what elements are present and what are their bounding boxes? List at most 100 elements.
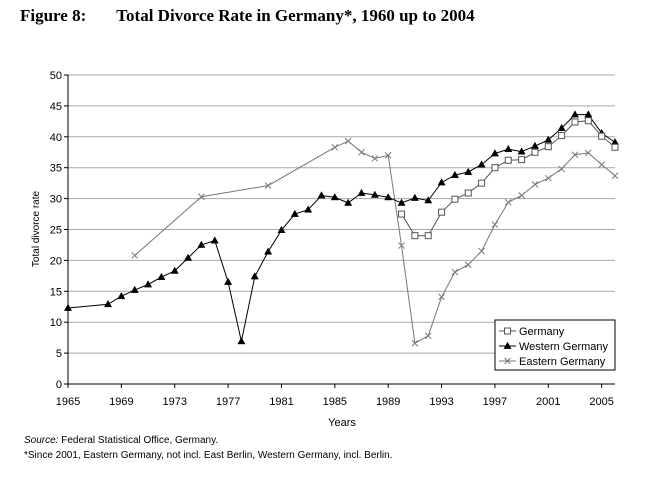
legend: Germany Western Germany Eastern Germany [494,319,616,371]
x-tick-label: 1989 [376,396,400,408]
data-point [464,167,473,175]
data-point [264,182,272,189]
series-eastern-germany [131,137,619,347]
data-point [438,208,446,216]
data-point [478,247,485,255]
data-point [450,170,459,178]
data-point [437,178,446,186]
data-point [518,192,525,199]
data-point [411,232,419,240]
data-point [357,188,366,196]
data-point [611,143,619,151]
data-point [451,268,459,276]
data-point [198,193,205,201]
y-tick-label: 45 [50,101,62,113]
data-point [330,193,339,201]
data-point [371,155,379,162]
data-point [451,195,459,203]
data-point [544,135,553,143]
data-point [144,280,153,288]
data-point [398,210,406,218]
x-tick-label: 1985 [323,396,347,408]
data-point [438,293,445,301]
footnote: *Since 2001, Eastern Germany, not incl. … [24,450,393,461]
data-point [411,339,419,347]
legend-label: Eastern Germany [519,356,606,368]
divorce-rate-chart: 0 5 10 15 20 25 30 35 40 45 50 1965 1969 1973 1977 198… [31,70,620,429]
data-point [130,285,139,293]
x-axis-label: Years [328,417,356,429]
legend-item-eastern-germany: Eastern Germany [499,356,606,368]
data-point [518,156,526,164]
data-point [224,277,233,285]
series-germany [398,117,619,240]
data-point [571,151,579,159]
x-tick-label: 1969 [109,396,133,408]
data-point [304,205,313,213]
y-tick-label: 15 [50,286,62,298]
data-point [491,221,499,228]
y-tick-label: 35 [50,163,62,175]
figure-title: Total Divorce Rate in Germany*, 1960 up … [116,6,475,25]
data-point [170,266,179,274]
data-point [504,198,512,206]
data-point [544,143,552,151]
data-point [131,252,139,259]
data-point [424,332,432,340]
y-tick-label: 0 [56,379,62,391]
x-tick-label: 1981 [269,396,293,408]
data-point [410,193,419,201]
data-point [344,198,353,206]
data-point [358,148,365,156]
data-point [344,137,352,145]
y-tick-label: 10 [50,317,62,329]
data-point [504,156,512,164]
x-tick-label: 1993 [429,396,453,408]
x-tick-label: 1973 [162,396,186,408]
data-point [317,191,326,199]
data-point [370,190,379,198]
data-point [477,160,486,168]
y-tick-label: 5 [56,348,62,360]
legend-label: Germany [519,326,565,338]
source-label: Source: [24,435,59,446]
data-point [397,198,406,206]
legend-box [494,319,616,371]
y-tick-label: 30 [50,194,62,206]
legend-item-western-germany: Western Germany [499,341,609,353]
data-point [424,232,432,240]
data-point [531,148,539,156]
y-tick-label: 40 [50,132,62,144]
data-point [63,303,73,311]
data-point [157,272,166,280]
data-point [197,240,206,248]
source-text: Federal Statistical Office, Germany. [58,435,219,446]
legend-item-germany: Germany [499,326,565,338]
data-point [210,236,219,244]
data-point [384,151,392,159]
data-point [504,144,513,153]
legend-label: Western Germany [519,341,609,353]
data-point [277,225,286,233]
source-note: Source: Federal Statistical Office, Germ… [24,433,393,448]
data-point [530,141,539,149]
grid-lines [68,74,615,354]
data-point [570,110,580,118]
y-tick-labels: 0 5 10 15 20 25 30 35 40 45 50 [50,70,68,391]
data-point [264,247,273,255]
data-point [544,174,552,182]
data-point [558,132,566,140]
data-point [558,165,565,173]
legend-marker [503,341,512,349]
series-line-eastern-germany [134,140,616,344]
data-point [290,209,299,217]
data-point [584,117,592,125]
data-point [611,172,619,180]
series-line-western-germany [67,114,616,342]
legend-marker [504,327,511,335]
series-line-germany [401,120,616,237]
x-tick-label: 2001 [536,396,560,408]
data-point [384,193,393,201]
data-point [517,147,526,155]
x-tick-label: 1997 [483,396,507,408]
